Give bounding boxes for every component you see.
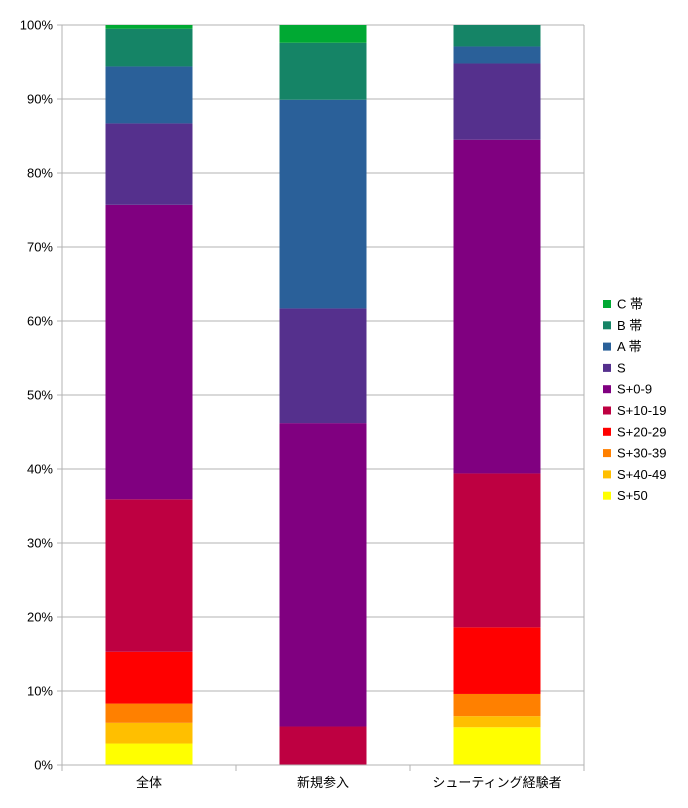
bar-segment: [279, 99, 367, 309]
legend-label: S+0-9: [617, 382, 652, 397]
bar-segment: [279, 42, 367, 100]
bar-segment: [105, 28, 193, 67]
y-tick-label: 60%: [27, 314, 53, 329]
legend-swatch: [603, 321, 611, 330]
bar-segment: [279, 423, 367, 727]
y-tick-label: 70%: [27, 240, 53, 255]
legend-swatch: [603, 406, 611, 415]
bar-segment: [105, 25, 193, 29]
bar-segment: [453, 727, 541, 765]
bar-segment: [453, 627, 541, 694]
y-axis-ticks: 0% 10% 20% 30% 40% 50% 60% 70% 80% 90% 100%: [20, 18, 54, 773]
y-tick-label: 50%: [27, 388, 53, 403]
legend-swatch: [603, 300, 611, 308]
legend-label: S: [617, 360, 626, 375]
legend-label: B 帯: [617, 318, 642, 333]
bar-segment: [279, 726, 367, 765]
y-tick-label: 40%: [27, 462, 53, 477]
bar-segment: [279, 308, 367, 424]
legend-swatch: [603, 363, 611, 372]
bar-segment: [453, 716, 541, 728]
legend-label: S+30-39: [617, 446, 667, 461]
x-category-label: シューティング経験者: [432, 775, 561, 790]
legend-swatch: [603, 470, 611, 479]
legend-label: S+10-19: [617, 403, 667, 418]
bar-segment: [105, 703, 193, 723]
x-category-label: 新規参入: [297, 775, 349, 790]
bar-segment: [279, 25, 367, 43]
bar-segment: [105, 722, 193, 744]
bar-segment: [105, 66, 193, 124]
legend-label: A 帯: [617, 339, 642, 354]
bar-segment: [105, 123, 193, 205]
y-tick-label: 80%: [27, 166, 53, 181]
bar-segment: [453, 473, 541, 628]
bar-segment: [105, 204, 193, 500]
bar-segment: [453, 139, 541, 474]
y-tick-label: 10%: [27, 684, 53, 699]
bars: [105, 25, 541, 765]
y-tick-label: 20%: [27, 610, 53, 625]
y-tick-label: 30%: [27, 536, 53, 551]
legend-label: S+50: [617, 488, 648, 503]
legend-label: C 帯: [617, 297, 643, 312]
legend-swatch: [603, 385, 611, 394]
legend-label: S+40-49: [617, 467, 667, 482]
bar-segment: [105, 651, 193, 704]
legend-swatch: [603, 427, 611, 436]
legend-swatch: [603, 449, 611, 458]
legend-swatch: [603, 342, 611, 351]
y-tick-label: 90%: [27, 92, 53, 107]
y-tick-label: 0%: [34, 758, 53, 773]
legend: C 帯 B 帯 A 帯 S S+0-9 S+10-19 S+20-29 S+30-39 S+40…: [603, 297, 667, 503]
legend-label: S+20-29: [617, 424, 667, 439]
bar-segment: [453, 63, 541, 140]
x-axis: 全体 新規参入 シューティング経験者: [61, 764, 585, 790]
y-tick-label: 100%: [20, 18, 54, 33]
legend-swatch: [603, 491, 611, 500]
bar-segment: [453, 693, 541, 717]
bar-segment: [453, 46, 541, 64]
bar-segment: [105, 743, 193, 765]
bar-segment: [105, 499, 193, 652]
bar-segment: [453, 25, 541, 47]
x-category-label: 全体: [136, 775, 162, 790]
